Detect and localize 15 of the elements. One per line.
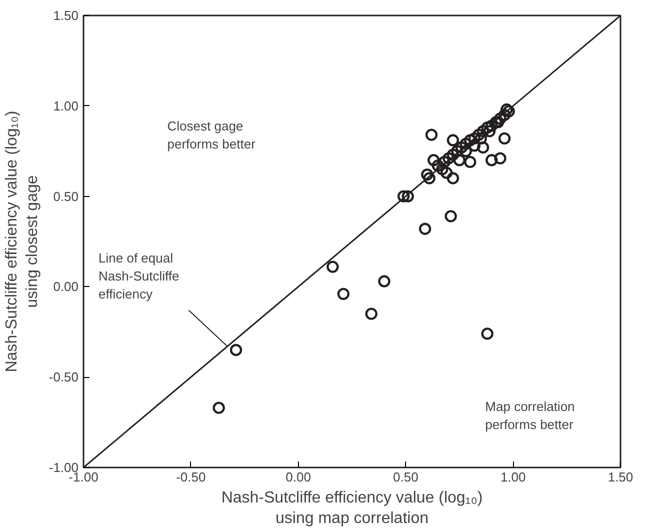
annotation: Closest gage performs better xyxy=(167,118,256,152)
x-tick-label: 1.50 xyxy=(608,470,634,484)
x-tick-label: 0.50 xyxy=(393,470,418,484)
y-axis-title: Nash-Sutcliffe efficiency value (log₁₀) using closest gage xyxy=(3,110,41,372)
annotation: Map correlation performs better xyxy=(485,398,575,432)
y-tick-label: 0.00 xyxy=(53,279,79,294)
y-tick-label: 0.50 xyxy=(53,188,79,204)
x-axis-title: Nash-Sutcliffe efficiency value (log₁₀) using map correlation xyxy=(221,490,483,527)
y-tick-label: 1.00 xyxy=(53,98,79,114)
x-tick-label: -0.50 xyxy=(176,470,206,484)
y-tick-label: -0.50 xyxy=(48,370,79,385)
y-tick-label: 1.50 xyxy=(53,8,79,23)
annotation: Line of equal Nash-Sutcliffe efficiency xyxy=(98,250,180,302)
x-tick-label: 1.00 xyxy=(500,470,526,484)
x-tick-label: 0.00 xyxy=(286,470,311,484)
